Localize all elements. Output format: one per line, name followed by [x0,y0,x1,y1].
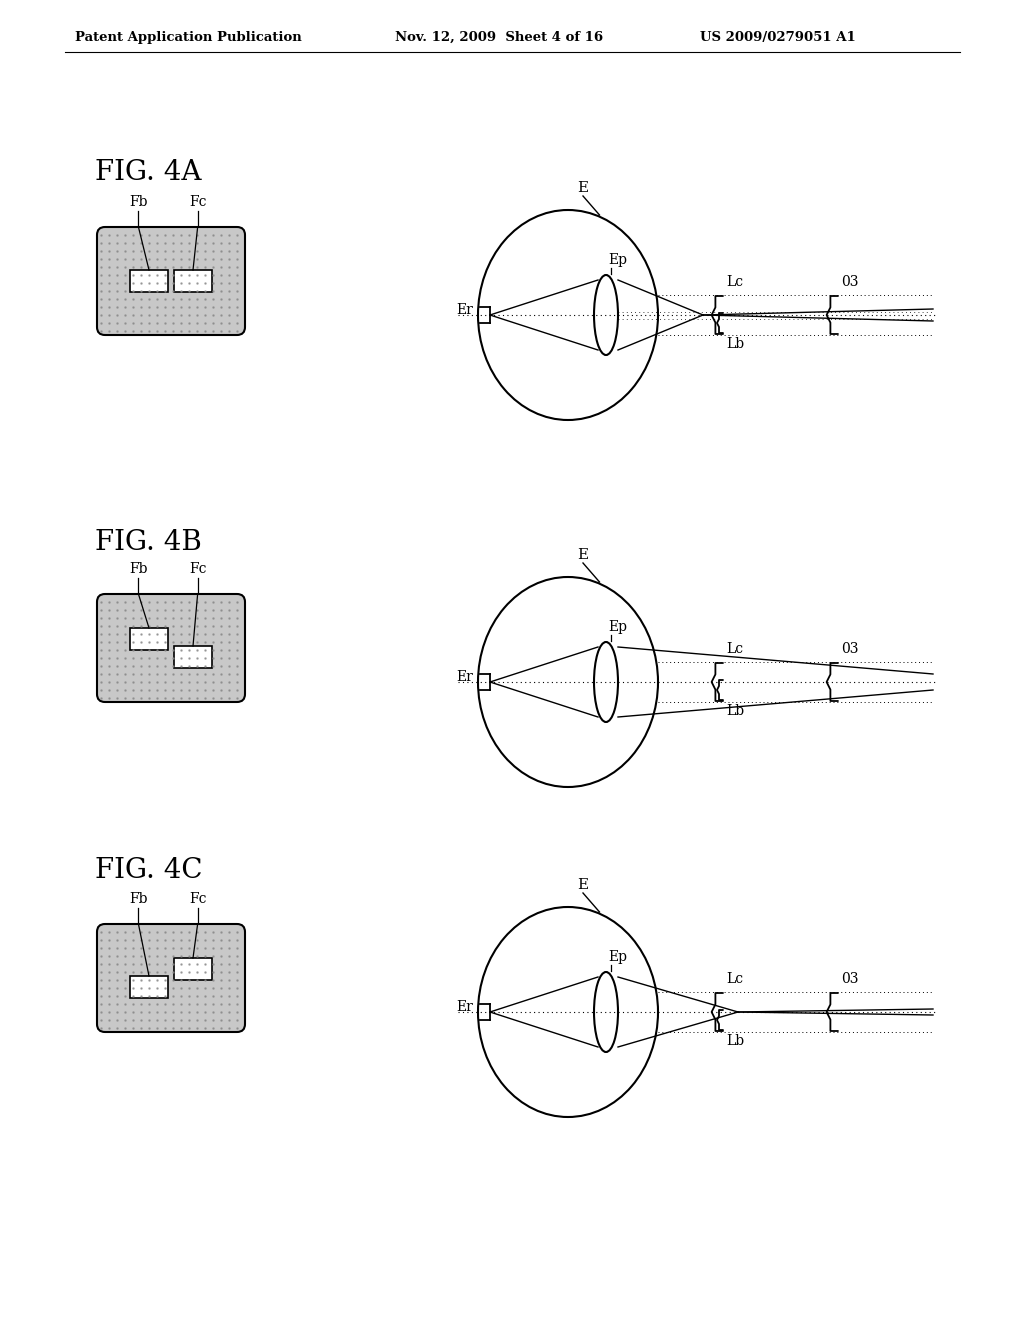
Text: Lc: Lc [726,275,743,289]
Text: Fc: Fc [188,562,207,576]
Text: Ep: Ep [608,620,627,634]
Text: 03: 03 [841,972,858,986]
Text: Er: Er [456,1001,473,1014]
Text: Fb: Fb [129,892,147,906]
Bar [130,628,168,649]
Text: Ep: Ep [608,253,627,267]
Text: US 2009/0279051 A1: US 2009/0279051 A1 [700,30,856,44]
Text: 03: 03 [841,642,858,656]
Text: Lb: Lb [726,337,744,351]
Bar [174,271,212,292]
Text: Nov. 12, 2009  Sheet 4 of 16: Nov. 12, 2009 Sheet 4 of 16 [395,30,603,44]
Text: 03: 03 [841,275,858,289]
Bar [174,958,212,979]
Text: Fb: Fb [129,562,147,576]
Text: Ep: Ep [608,950,627,964]
FancyBboxPatch shape [97,924,245,1032]
Text: Fc: Fc [188,195,207,209]
Text: Fc: Fc [188,892,207,906]
Text: Lb: Lb [726,1034,744,1048]
Text: E: E [578,548,589,562]
Text: Fb: Fb [129,195,147,209]
Text: Er: Er [456,671,473,684]
Text: Er: Er [456,304,473,317]
Bar [130,271,168,292]
Text: Lc: Lc [726,972,743,986]
FancyBboxPatch shape [97,594,245,702]
FancyBboxPatch shape [97,227,245,335]
Text: E: E [578,181,589,195]
Text: FIG. 4B: FIG. 4B [95,528,202,556]
Text: Lc: Lc [726,642,743,656]
Text: E: E [578,878,589,892]
Text: Lb: Lb [726,704,744,718]
Bar [130,975,168,998]
Text: Patent Application Publication: Patent Application Publication [75,30,302,44]
Bar [174,645,212,668]
Text: FIG. 4A: FIG. 4A [95,158,202,186]
Text: FIG. 4C: FIG. 4C [95,857,203,883]
